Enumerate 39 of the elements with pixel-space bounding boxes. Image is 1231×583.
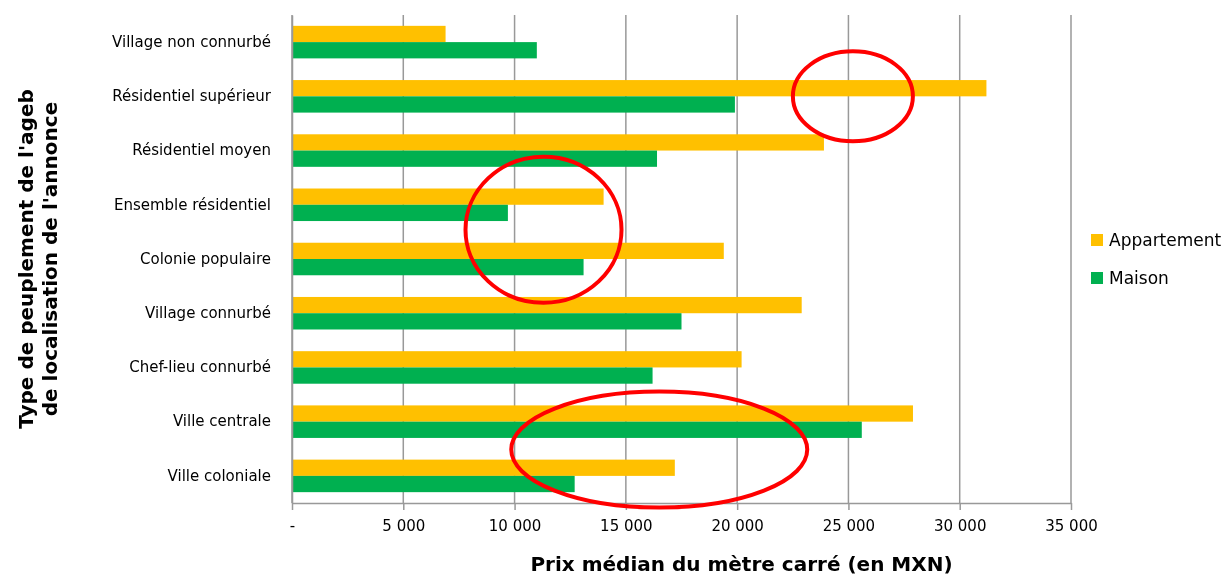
y-tick-label: Ville coloniale — [167, 466, 271, 485]
y-tick-label: Résidentiel supérieur — [112, 87, 272, 106]
x-tick-label: 20 000 — [711, 517, 764, 535]
bar — [292, 259, 584, 276]
x-tick-label: 35 000 — [1045, 517, 1098, 535]
x-tick-label: 10 000 — [488, 517, 542, 535]
bar — [292, 313, 682, 330]
legend-label: Appartement — [1109, 230, 1222, 250]
legend-label: Maison — [1109, 268, 1169, 288]
y-axis-title: Type de peuplement de l'ageb de localisation de l'annonce — [14, 89, 62, 429]
bar — [292, 405, 913, 422]
x-tick-label: 25 000 — [822, 517, 876, 535]
x-tick-label: 15 000 — [600, 517, 653, 535]
bar — [292, 459, 675, 476]
x-tick-label: - — [289, 517, 296, 535]
bar — [292, 204, 508, 222]
bar — [292, 25, 446, 43]
y-tick-label: Colonie populaire — [140, 249, 271, 268]
bar — [292, 351, 742, 368]
bar — [292, 150, 658, 167]
x-tick-label: 5 000 — [382, 517, 426, 535]
bar — [292, 96, 735, 113]
y-tick-label: Village non connurbé — [112, 32, 271, 51]
bar — [292, 296, 802, 314]
x-tick-label: 30 000 — [933, 517, 987, 535]
bar — [292, 80, 987, 97]
x-axis-title: Prix médian du mètre carré (en MXN) — [530, 552, 953, 576]
bar — [292, 188, 604, 205]
bar — [292, 242, 724, 259]
y-tick-label: Chef-lieu connurbé — [129, 358, 271, 377]
bar — [292, 134, 824, 151]
bar — [292, 475, 575, 493]
y-tick-label: Résidentiel moyen — [132, 141, 271, 160]
bar — [292, 421, 862, 438]
bar — [292, 367, 653, 384]
y-tick-label: Ville centrale — [172, 412, 271, 431]
bar — [292, 42, 537, 59]
y-tick-label: Ensemble résidentiel — [113, 195, 271, 214]
y-tick-label: Village connurbé — [144, 304, 271, 323]
